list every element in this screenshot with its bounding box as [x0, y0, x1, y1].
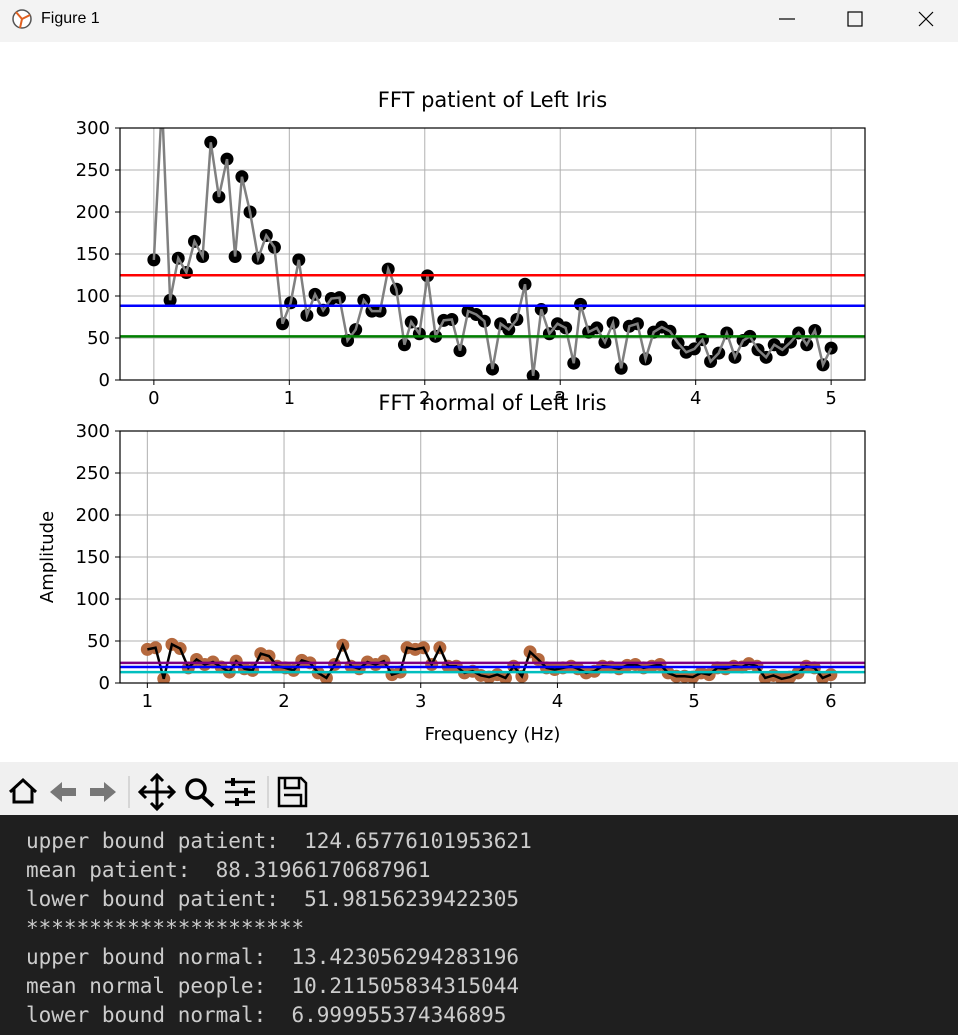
y-tick-label: 200 — [76, 202, 110, 223]
y-tick-label: 0 — [99, 370, 110, 391]
maximize-button[interactable] — [847, 11, 863, 27]
x-tick-label: 4 — [552, 691, 563, 712]
x-tick-label: 1 — [284, 388, 295, 409]
terminal: upper bound patient: 124.65776101953621 m… — [0, 815, 958, 1035]
slider — [235, 798, 239, 806]
y-tick-label: 0 — [99, 673, 110, 694]
terminal-line: mean normal people: 10.211505834315044 — [26, 974, 520, 998]
window-title: Figure 1 — [41, 10, 100, 27]
close-button[interactable] — [918, 11, 934, 27]
zoom-handle — [200, 794, 215, 808]
plot-area — [120, 96, 865, 380]
terminal-line: lower bound normal: 6.999955374346895 — [26, 1003, 507, 1027]
y-tick-label: 150 — [76, 244, 110, 265]
title-bar-icons — [12, 9, 934, 29]
terminal-line: lower bound patient: 51.98156239422305 — [26, 887, 520, 911]
toolbar-icons — [8, 772, 308, 812]
x-axis-label: Frequency (Hz) — [425, 724, 561, 745]
x-tick-label: 1 — [142, 691, 153, 712]
y-tick-label: 50 — [87, 328, 110, 349]
configure-button[interactable] — [225, 780, 255, 804]
x-tick-label: 5 — [825, 388, 836, 409]
terminal-line: upper bound normal: 13.423056294283196 — [26, 945, 520, 969]
axes-frame — [119, 430, 866, 684]
title-bar: Figure 1 — [0, 0, 958, 42]
back-button[interactable] — [50, 782, 76, 802]
x-tick-label: 4 — [690, 388, 701, 409]
chart-title: FFT patient of Left Iris — [378, 88, 607, 112]
x-tick-label: 0 — [148, 388, 159, 409]
y-tick-label: 300 — [76, 421, 110, 442]
terminal-line: ********************** — [26, 916, 305, 940]
x-tick-label: 6 — [825, 691, 836, 712]
x-tick-label: 3 — [555, 388, 566, 409]
y-tick-label: 150 — [76, 547, 110, 568]
y-tick-label: 250 — [76, 463, 110, 484]
save-button[interactable] — [277, 776, 308, 808]
toolbar — [0, 762, 958, 815]
y-tick-label: 250 — [76, 160, 110, 181]
x-tick-label: 2 — [278, 691, 289, 712]
y-tick-label: 100 — [76, 286, 110, 307]
terminal-line: mean patient: 88.31966170687961 — [26, 858, 431, 882]
y-tick-label: 50 — [87, 631, 110, 652]
plot-area — [120, 637, 865, 683]
y-axis-label: Amplitude — [37, 511, 58, 603]
data-line — [152, 128, 833, 376]
chart-title: FFT normal of Left Iris — [378, 391, 606, 415]
y-tick-label: 200 — [76, 505, 110, 526]
slider — [244, 788, 248, 796]
app-icon-mark — [15, 11, 31, 29]
home-button[interactable] — [8, 777, 38, 804]
x-tick-label: 5 — [688, 691, 699, 712]
slider — [231, 778, 235, 786]
marker — [155, 96, 168, 109]
terminal-line: upper bound patient: 124.65776101953621 — [26, 829, 532, 853]
axes-frame — [119, 127, 866, 381]
x-tick-label: 2 — [419, 388, 430, 409]
y-tick-label: 300 — [76, 118, 110, 139]
y-tick-label: 100 — [76, 589, 110, 610]
pan-button[interactable] — [137, 772, 177, 812]
x-tick-label: 3 — [415, 691, 426, 712]
forward-button[interactable] — [90, 782, 116, 802]
zoom-button[interactable] — [185, 778, 207, 800]
